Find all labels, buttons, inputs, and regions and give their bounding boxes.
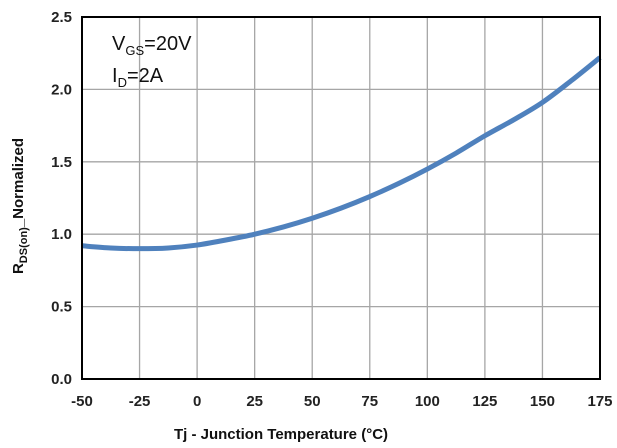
x-tick-label-9: 175 bbox=[587, 393, 612, 410]
y-axis-title-suffix: _Normalized bbox=[10, 138, 27, 228]
y-axis-title-sub: DS(on) bbox=[18, 227, 30, 263]
annotation-id-sub: D bbox=[118, 75, 127, 90]
x-tick-label-5: 75 bbox=[361, 393, 378, 410]
annotation-vgs-main: V bbox=[112, 33, 126, 55]
annotation-vgs-sub: GS bbox=[125, 43, 144, 58]
x-tick-label-4: 50 bbox=[304, 393, 321, 410]
x-axis-ticks: -50 -25 0 25 50 75 100 125 150 175 bbox=[71, 393, 612, 410]
y-tick-label-1: 0.5 bbox=[51, 299, 72, 316]
annotation-id-main: I bbox=[112, 65, 118, 87]
annotation-vgs-suffix: =20V bbox=[144, 33, 192, 55]
y-tick-label-2: 1.0 bbox=[51, 226, 72, 243]
x-tick-label-2: 0 bbox=[193, 393, 201, 410]
x-tick-label-3: 25 bbox=[246, 393, 263, 410]
plot-border bbox=[81, 16, 601, 380]
y-tick-label-4: 2.0 bbox=[51, 81, 72, 98]
y-axis-title: RDS(on)_Normalized bbox=[10, 138, 30, 274]
y-axis-title-main: R bbox=[10, 263, 27, 274]
annotation-id: ID=2A bbox=[112, 65, 164, 90]
x-axis-title: Tj - Junction Temperature (°C) bbox=[174, 426, 388, 443]
x-tick-label-0: -50 bbox=[71, 393, 93, 410]
series-line-0 bbox=[81, 55, 602, 252]
series-layer bbox=[81, 55, 602, 252]
y-tick-label-0: 0.0 bbox=[51, 371, 72, 388]
x-tick-label-7: 125 bbox=[472, 393, 497, 410]
plot-area bbox=[82, 17, 600, 379]
x-tick-label-6: 100 bbox=[415, 393, 440, 410]
x-tick-label-1: -25 bbox=[129, 393, 151, 410]
grid bbox=[82, 17, 600, 379]
y-tick-label-3: 1.5 bbox=[51, 154, 72, 171]
x-tick-label-8: 150 bbox=[530, 393, 555, 410]
annotation-vgs: VGS=20V bbox=[112, 33, 192, 58]
annotation-id-suffix: =2A bbox=[127, 65, 164, 87]
y-axis-ticks: 0.0 0.5 1.0 1.5 2.0 2.5 bbox=[51, 9, 72, 388]
y-tick-label-5: 2.5 bbox=[51, 9, 72, 26]
